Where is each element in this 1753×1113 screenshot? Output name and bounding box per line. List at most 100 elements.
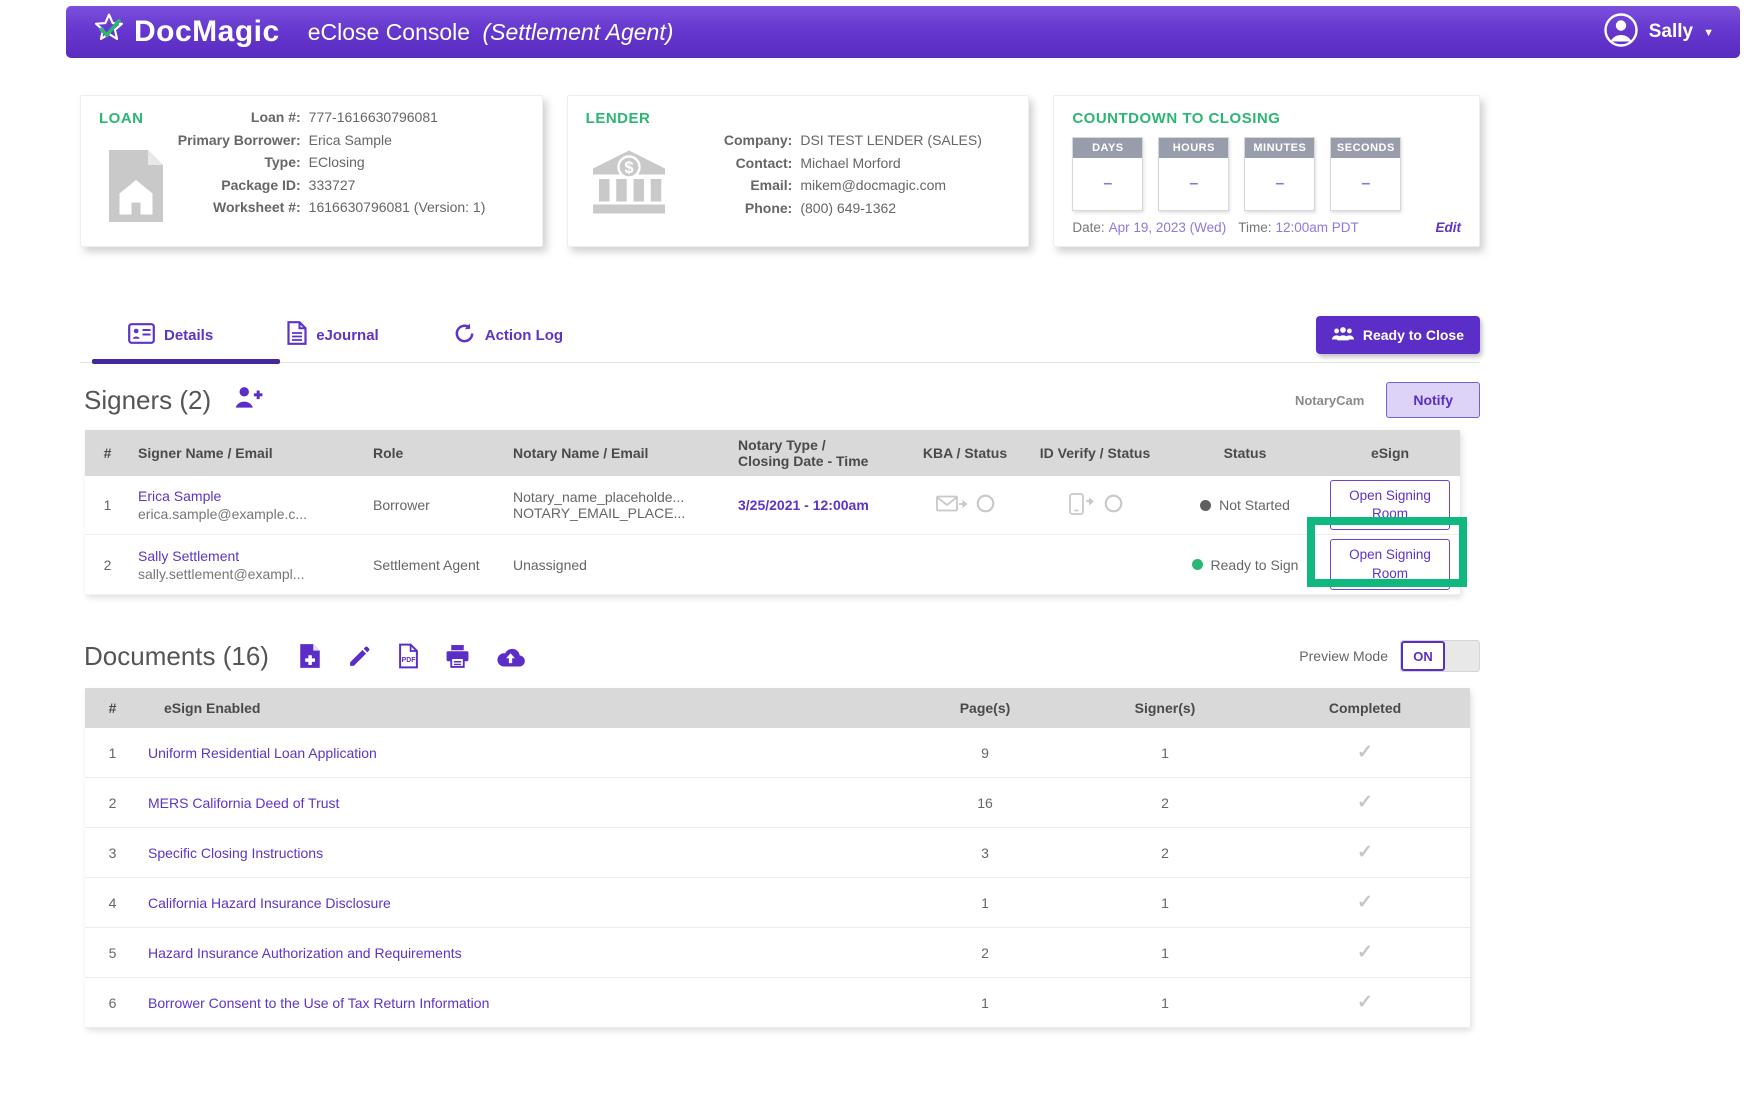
countdown-boxes: DAYS – HOURS – MINUTES – SECONDS – bbox=[1072, 137, 1479, 211]
lender-contact: Michael Morford bbox=[800, 154, 901, 171]
document-name-link[interactable]: Specific Closing Instructions bbox=[148, 844, 324, 861]
id-card-icon bbox=[128, 322, 155, 348]
tab-action-log[interactable]: Action Log bbox=[453, 321, 563, 349]
id-verify-status-circle-icon bbox=[1104, 494, 1123, 516]
signers-table: # Signer Name / Email Role Notary Name /… bbox=[85, 430, 1467, 595]
history-icon bbox=[453, 322, 476, 349]
tab-ejournal[interactable]: eJournal bbox=[287, 321, 379, 349]
bank-icon: $ bbox=[590, 148, 668, 221]
notary-email: NOTARY_EMAIL_PLACE... bbox=[513, 505, 686, 522]
completed-check-icon: ✓ bbox=[1357, 892, 1373, 913]
kba-status-circle-icon bbox=[976, 494, 995, 516]
add-document-icon[interactable] bbox=[299, 643, 321, 669]
tab-underline bbox=[80, 359, 1480, 364]
document-row-5: 5 Hazard Insurance Authorization and Req… bbox=[85, 928, 1470, 978]
completed-check-icon: ✓ bbox=[1357, 842, 1373, 863]
pdf-icon[interactable]: PDF bbox=[398, 643, 419, 669]
field-label: Contact: bbox=[735, 154, 793, 171]
brand-name: DocMagic bbox=[134, 15, 280, 48]
signer-name-link[interactable]: Erica Sample bbox=[138, 488, 222, 505]
cloud-upload-icon[interactable] bbox=[496, 645, 525, 667]
lender-card-title: LENDER bbox=[585, 110, 651, 127]
field-label: Phone: bbox=[744, 199, 793, 216]
package-id: 333727 bbox=[308, 176, 356, 193]
signer-row-1: 1 Erica Sample erica.sample@example.c...… bbox=[85, 476, 1460, 536]
primary-borrower: Erica Sample bbox=[308, 131, 392, 148]
user-name: Sally bbox=[1648, 21, 1694, 42]
status-dot-green bbox=[1191, 559, 1203, 571]
notary-name: Unassigned bbox=[513, 556, 587, 573]
field-label: Worksheet #: bbox=[213, 199, 301, 215]
countdown-days: DAYS – bbox=[1072, 137, 1144, 211]
completed-check-icon: ✓ bbox=[1357, 742, 1373, 763]
signers-header: Signers (2) NotaryCam Notify bbox=[84, 382, 1480, 418]
journal-document-icon bbox=[287, 321, 307, 349]
edit-closing-link[interactable]: Edit bbox=[1435, 220, 1462, 235]
countdown-card: COUNTDOWN TO CLOSING DAYS – HOURS – MINU… bbox=[1053, 95, 1481, 247]
countdown-hours: HOURS – bbox=[1158, 137, 1230, 211]
field-label: Loan #: bbox=[250, 109, 301, 125]
field-label: Email: bbox=[750, 177, 793, 193]
completed-check-icon: ✓ bbox=[1357, 942, 1373, 963]
status-badge: Not Started bbox=[1170, 493, 1320, 517]
loan-document-icon bbox=[103, 148, 169, 229]
document-row-6: 6 Borrower Consent to the Use of Tax Ret… bbox=[85, 978, 1470, 1028]
preview-mode-label: Preview Mode bbox=[1299, 648, 1388, 664]
svg-text:PDF: PDF bbox=[402, 657, 416, 664]
ready-to-close-button[interactable]: Ready to Close bbox=[1315, 316, 1480, 354]
document-row-4: 4 California Hazard Insurance Disclosure… bbox=[85, 878, 1470, 928]
notify-button[interactable]: Notify bbox=[1386, 382, 1480, 418]
closing-date-value[interactable]: Apr 19, 2023 (Wed) bbox=[1108, 220, 1227, 235]
document-name-link[interactable]: Borrower Consent to the Use of Tax Retur… bbox=[148, 994, 490, 1011]
add-signer-icon[interactable] bbox=[233, 385, 263, 415]
signer-email: sally.settlement@exampl... bbox=[138, 565, 305, 582]
avatar-icon bbox=[1603, 12, 1639, 53]
notarycam-label: NotaryCam bbox=[1294, 392, 1365, 408]
chevron-down-icon: ▼ bbox=[1703, 27, 1714, 39]
closing-date-link[interactable]: 3/25/2021 - 12:00am bbox=[738, 497, 869, 514]
field-label: Type: bbox=[264, 154, 301, 170]
signer-email: erica.sample@example.c... bbox=[138, 506, 308, 523]
page-title: eClose Console (Settlement Agent) bbox=[307, 18, 674, 45]
signers-title: Signers (2) bbox=[84, 384, 212, 415]
summary-cards: LOAN Loan #: 777-1616630796081 Primary Bo… bbox=[80, 95, 1481, 247]
docmagic-star-icon bbox=[92, 11, 126, 53]
countdown-title: COUNTDOWN TO CLOSING bbox=[1072, 110, 1281, 127]
print-icon[interactable] bbox=[445, 644, 470, 668]
loan-number: 777-1616630796081 bbox=[308, 109, 438, 125]
documents-title: Documents (16) bbox=[84, 640, 269, 671]
documents-header: Documents (16) PD bbox=[84, 640, 1480, 672]
field-label: Package ID: bbox=[221, 176, 301, 193]
lender-phone: (800) 649-1362 bbox=[800, 199, 897, 216]
lender-fields: Company: DSI TEST LENDER (SALES) Contact:… bbox=[724, 132, 1010, 222]
tab-details[interactable]: Details bbox=[128, 321, 213, 349]
document-name-link[interactable]: Hazard Insurance Authorization and Requi… bbox=[148, 944, 462, 961]
edit-pencil-icon[interactable] bbox=[347, 644, 372, 669]
loan-fields: Loan #: 777-1616630796081 Primary Borrowe… bbox=[178, 109, 524, 222]
loan-card-title: LOAN bbox=[99, 110, 144, 127]
signers-table-header: # Signer Name / Email Role Notary Name /… bbox=[85, 430, 1460, 476]
preview-mode-toggle[interactable]: ON bbox=[1400, 640, 1480, 672]
open-signing-room-button-1[interactable]: Open Signing Room bbox=[1330, 480, 1450, 531]
open-signing-room-button-2[interactable]: Open Signing Room bbox=[1330, 539, 1450, 590]
lender-company: DSI TEST LENDER (SALES) bbox=[800, 132, 982, 148]
document-name-link[interactable]: California Hazard Insurance Disclosure bbox=[148, 894, 391, 911]
status-dot-gray bbox=[1200, 499, 1212, 511]
signer-name-link[interactable]: Sally Settlement bbox=[138, 547, 240, 564]
kba-status-cell bbox=[910, 490, 1020, 521]
id-verify-status-cell bbox=[1020, 489, 1170, 522]
document-row-1: 1 Uniform Residential Loan Application 9… bbox=[85, 728, 1470, 778]
docmagic-logo: DocMagic bbox=[92, 11, 280, 53]
lender-email: mikem@docmagic.com bbox=[800, 177, 947, 193]
app-header: DocMagic eClose Console (Settlement Agen… bbox=[66, 6, 1740, 58]
user-menu[interactable]: Sally ▼ bbox=[1603, 12, 1714, 53]
closing-time-value[interactable]: 12:00am PDT bbox=[1275, 220, 1359, 235]
document-name-link[interactable]: MERS California Deed of Trust bbox=[148, 794, 340, 811]
page-title-role: (Settlement Agent) bbox=[482, 18, 674, 45]
signer-row-2: 2 Sally Settlement sally.settlement@exam… bbox=[85, 517, 1467, 595]
completed-check-icon: ✓ bbox=[1357, 992, 1373, 1013]
document-name-link[interactable]: Uniform Residential Loan Application bbox=[148, 744, 377, 761]
people-group-icon bbox=[1331, 326, 1354, 344]
field-label: Company: bbox=[723, 132, 793, 148]
